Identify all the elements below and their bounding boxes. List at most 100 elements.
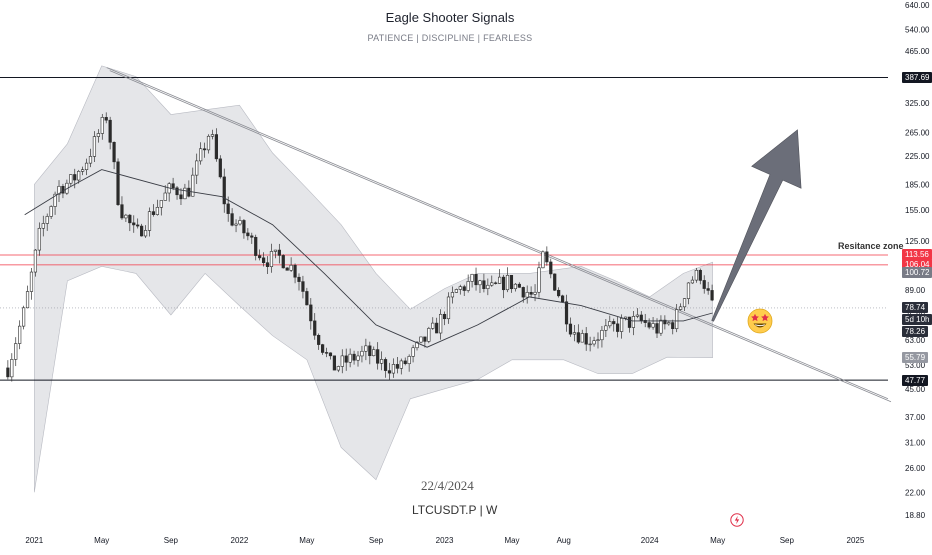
candle-body <box>462 286 466 291</box>
candle-body <box>53 193 57 207</box>
candle-body <box>442 313 447 320</box>
candle-body <box>73 174 77 181</box>
candle-67 <box>269 243 274 273</box>
y-tick-label: 89.00 <box>905 286 926 295</box>
candle-body <box>104 117 108 121</box>
candle-body <box>37 227 41 251</box>
candle-78 <box>313 313 317 340</box>
candle-166 <box>659 315 663 336</box>
y-tick-label: 540.00 <box>905 26 930 35</box>
candle-40 <box>163 185 167 201</box>
candle-body <box>423 336 427 342</box>
candle-body <box>116 161 120 205</box>
chart-title: Eagle Shooter Signals <box>385 10 515 25</box>
candle-body <box>521 287 525 298</box>
candle-19 <box>81 166 85 176</box>
candle-body <box>234 223 238 226</box>
x-tick-label: 2025 <box>847 536 865 545</box>
x-tick-label: 2021 <box>25 536 43 545</box>
candle-124 <box>494 281 498 285</box>
candle-61 <box>246 228 250 241</box>
candle-body <box>289 264 293 271</box>
candle-body <box>482 280 486 289</box>
candle-body <box>171 183 175 189</box>
candle-50 <box>202 142 207 158</box>
candle-23 <box>96 129 100 143</box>
candle-22 <box>92 131 97 163</box>
candle-63 <box>254 234 258 261</box>
candle-body <box>309 304 313 322</box>
candle-8 <box>37 222 41 256</box>
candle-52 <box>210 129 215 140</box>
candle-body <box>671 322 675 330</box>
candle-152 <box>604 318 608 338</box>
candle-body <box>175 187 179 196</box>
candle-body <box>415 341 419 349</box>
candle-body <box>568 323 573 335</box>
candle-120 <box>478 279 482 293</box>
x-tick-label: Sep <box>780 536 795 545</box>
candle-body <box>147 211 152 231</box>
candle-body <box>596 339 600 341</box>
candle-32 <box>132 215 136 233</box>
candle-body <box>647 322 651 328</box>
candle-body <box>336 366 340 371</box>
candle-body <box>25 291 30 309</box>
candle-127 <box>505 267 510 293</box>
candle-172 <box>682 298 687 312</box>
candle-body <box>682 298 687 308</box>
candle-36 <box>147 207 152 237</box>
candle-body <box>588 343 592 346</box>
candle-26 <box>108 116 112 150</box>
candle-156 <box>619 314 624 339</box>
candle-57 <box>230 208 234 227</box>
candle-body <box>348 353 352 363</box>
candle-body <box>305 291 309 306</box>
candle-85 <box>340 349 344 374</box>
candle-body <box>92 136 97 157</box>
y-tick-label: 225.00 <box>905 152 930 161</box>
candle-body <box>222 176 226 205</box>
candle-body <box>686 282 691 299</box>
symbol-label: LTCUSDT.P | W <box>412 503 498 517</box>
lightning-flash-icon[interactable] <box>730 513 744 527</box>
candle-body <box>580 333 584 343</box>
candle-body <box>61 185 65 194</box>
candle-9 <box>41 215 45 237</box>
candle-body <box>407 356 411 365</box>
y-axis: 18.80 22.00 26.00 31.00 37.00 45.00 53.00 63.00… <box>905 1 930 520</box>
candle-121 <box>482 273 486 293</box>
candle-109 <box>435 317 439 334</box>
candle-body <box>124 214 128 219</box>
candle-body <box>246 232 250 237</box>
candle-body <box>195 160 199 176</box>
candle-90 <box>360 345 364 363</box>
candle-10 <box>45 213 49 231</box>
y-tick-label: 18.80 <box>905 511 926 520</box>
candle-body <box>675 309 679 330</box>
forecast-arrow <box>711 129 802 322</box>
candle-body <box>470 273 474 282</box>
band-area <box>33 65 713 493</box>
candle-body <box>159 200 163 208</box>
y-tick-label: 45.00 <box>905 385 926 394</box>
candle-body <box>77 171 81 181</box>
candle-body <box>69 174 73 184</box>
price-candles-group <box>6 112 714 382</box>
candle-body <box>553 273 557 291</box>
candle-114 <box>454 288 458 293</box>
candle-144 <box>572 324 576 342</box>
candle-86 <box>344 348 348 371</box>
x-tick-label: Aug <box>557 536 571 545</box>
candle-body <box>132 222 136 226</box>
candle-102 <box>407 354 411 372</box>
y-tick-label: 185.00 <box>905 180 930 189</box>
candle-body <box>242 220 246 234</box>
candle-77 <box>309 298 313 330</box>
candle-body <box>572 332 576 335</box>
candle-body <box>612 321 616 325</box>
candle-body <box>698 269 702 281</box>
candle-142 <box>564 294 569 332</box>
candle-46 <box>187 180 191 198</box>
